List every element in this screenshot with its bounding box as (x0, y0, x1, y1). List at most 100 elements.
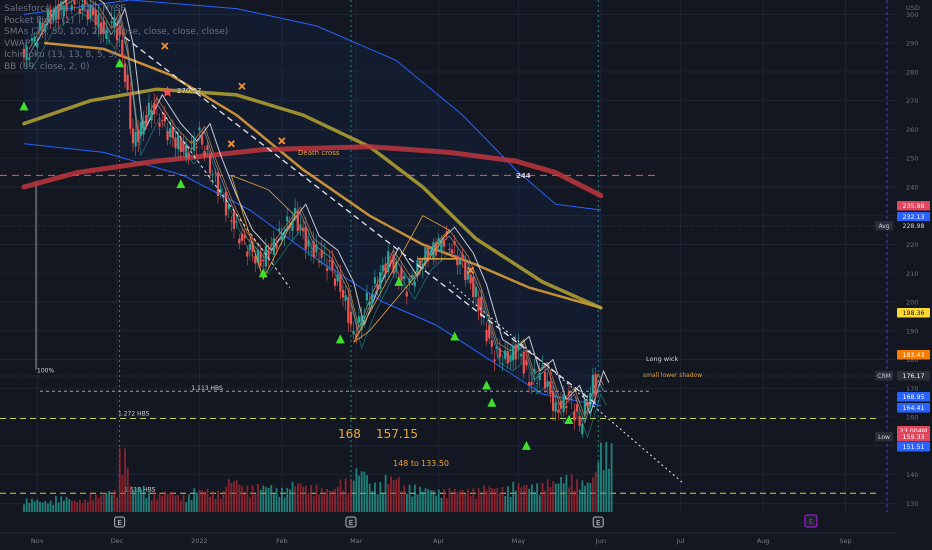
candle-body (466, 270, 470, 280)
candle-body (586, 401, 589, 406)
candle-body (240, 233, 244, 241)
x-tick-label: Feb (276, 537, 288, 545)
y-tick-label: 180 (906, 356, 918, 364)
pocket-pivot-triangle (482, 380, 492, 390)
candle-body (81, 4, 84, 11)
price-tag-bg (897, 221, 930, 231)
earnings-badge-label: E (809, 518, 813, 526)
pocket-pivot-triangle (19, 101, 29, 111)
y-tick-label: 280 (906, 68, 918, 76)
volume-bar (299, 483, 302, 512)
candle-body (442, 239, 446, 247)
volume-bar (382, 493, 384, 512)
legend-line-4[interactable]: Ichimoku (13, 13, 8, 5, 3) (4, 50, 118, 60)
candle-body (514, 344, 517, 360)
volume-bar (589, 483, 592, 512)
y-tick-label: 200 (906, 299, 918, 307)
volume-bar (520, 487, 523, 512)
volume-bar (291, 481, 294, 512)
volume-bar (528, 488, 531, 512)
volume-bar (108, 490, 111, 512)
candle-body (349, 312, 353, 325)
volume-bar (456, 492, 459, 512)
level-1618-label: 1.618 HBS (124, 486, 156, 493)
volume-bar (525, 484, 528, 512)
y-tick-label: 240 (906, 183, 918, 191)
axis-tag-text: Avg (878, 223, 889, 230)
volume-bar (584, 486, 586, 512)
price-tag-text: 176.17 (902, 373, 924, 380)
volume-bar (190, 500, 193, 512)
candle-body (267, 250, 270, 259)
candle-body (177, 134, 180, 150)
legend-line-5[interactable]: BB (89, close, 2, 0) (4, 61, 90, 72)
volume-bar (294, 486, 297, 512)
x-tick-label: May (512, 537, 526, 545)
candle-body (62, 5, 65, 17)
candle-body (355, 333, 358, 339)
candle-body (387, 251, 390, 273)
volume-bar (339, 479, 342, 512)
volume-bar (124, 448, 126, 512)
volume-bar (217, 490, 220, 512)
candle-body (214, 172, 217, 174)
candle-body (286, 216, 289, 222)
candle-body (352, 330, 355, 335)
candle-body (264, 245, 267, 267)
legend-line-1[interactable]: Pocket Pivot (1) (4, 15, 75, 26)
candle-body (575, 404, 579, 412)
volume-bar (36, 499, 39, 512)
volume-bar (198, 489, 201, 512)
volume-bar (251, 485, 254, 512)
volume-bar (33, 501, 36, 512)
volume-bar (387, 484, 390, 512)
candle-body (259, 251, 262, 267)
y-tick-label: 270 (906, 97, 918, 105)
candle-body (150, 110, 153, 121)
candle-body (25, 45, 28, 61)
candle-body (251, 241, 254, 253)
legend-line-2[interactable]: SMAs (20, 50, 100, 200, close, close, cl… (4, 27, 229, 37)
price-tag-text: 228.98 (902, 223, 924, 230)
candle-body (488, 325, 491, 339)
candle-body (155, 104, 158, 106)
volume-bar (238, 484, 241, 512)
y-tick-label: 140 (906, 471, 918, 479)
volume-bar (366, 475, 368, 512)
candle-body (496, 346, 499, 349)
candle-body (522, 351, 525, 374)
candle-body (408, 278, 411, 283)
volume-bar (546, 479, 549, 512)
volume-bar (49, 500, 52, 512)
candle-body (557, 409, 560, 413)
volume-bar (467, 489, 469, 512)
volume-bar (134, 487, 137, 512)
annotation-148-to: 148 to (393, 459, 419, 468)
legend-line-0[interactable]: Salesforce, Inc. · 1D · NYSE (4, 4, 126, 14)
volume-bar (530, 484, 533, 512)
candle-body (94, 9, 97, 26)
volume-bar (342, 490, 344, 512)
volume-bar (185, 502, 188, 512)
x-tick-label: Sep (839, 537, 851, 545)
volume-bar (318, 494, 321, 512)
volume-bar (485, 490, 488, 512)
candle-body (440, 239, 443, 253)
volume-bar (358, 475, 360, 512)
candle-body (567, 391, 571, 395)
candle-body (469, 274, 472, 284)
volume-bar (379, 482, 382, 512)
volume-bar (320, 487, 323, 512)
volume-bar (116, 497, 118, 512)
volume-bar (110, 494, 113, 512)
volume-bar (592, 477, 594, 512)
volume-bar (76, 502, 79, 512)
legend-line-3[interactable]: VWAP (4, 38, 31, 49)
candle-body (341, 290, 345, 298)
volume-bar (512, 481, 515, 512)
candle-body (565, 405, 568, 409)
candle-body (102, 20, 105, 34)
candle-body (304, 226, 307, 250)
